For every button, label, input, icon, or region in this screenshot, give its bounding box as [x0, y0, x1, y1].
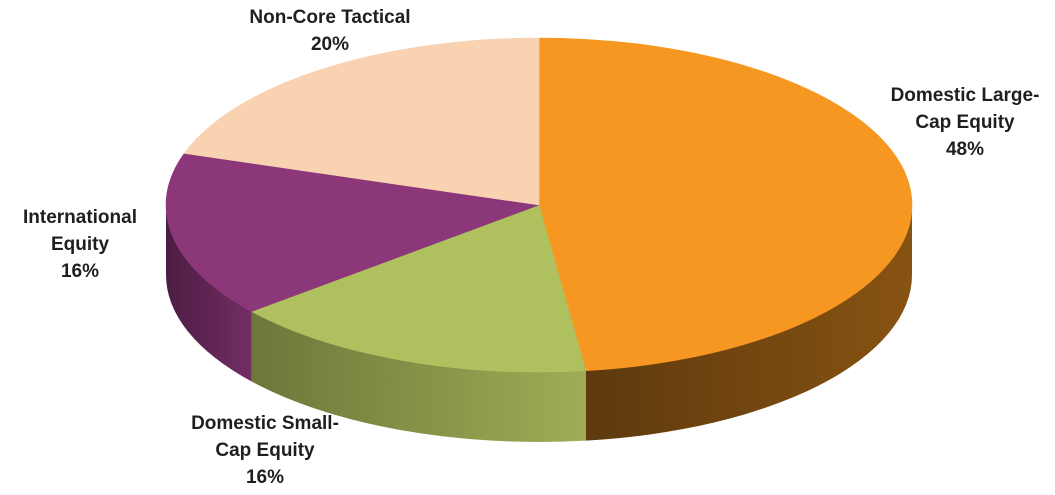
slice-name-line-1: Domestic Large- [890, 85, 1040, 106]
slice-label-domestic-small-cap: Domestic Small- Cap Equity 16% [145, 410, 385, 491]
pie-slice-domestic-small-cap-equity [250, 204, 587, 373]
pie-top [165, 37, 913, 373]
slice-value-label: 20% [310, 34, 350, 55]
slice-label-international-equity: International Equity 16% [0, 204, 160, 285]
slice-value-label: 16% [245, 467, 285, 488]
slice-label-non-core-tactical: Non-Core Tactical 20% [200, 4, 460, 58]
pie-slice-non-core-tactical [183, 37, 540, 206]
slice-name-line-2: Equity [50, 234, 110, 255]
slice-name-line-1: International [22, 207, 137, 228]
slice-name-line-1: Non-Core Tactical [249, 7, 411, 28]
pie-side-domestic-large-cap-equity [585, 205, 912, 441]
slice-name-line-2: Cap Equity [215, 440, 315, 461]
slice-label-domestic-large-cap: Domestic Large- Cap Equity 48% [860, 82, 1055, 163]
slice-name-line-1: Domestic Small- [191, 413, 339, 434]
pie-sides [166, 205, 912, 442]
slice-value-label: 48% [945, 139, 985, 160]
pie-side-international-equity [166, 205, 252, 382]
pie-slice-domestic-large-cap-equity [538, 37, 913, 371]
slice-value-label: 16% [60, 261, 100, 282]
pie-slice-international-equity [165, 153, 540, 312]
pie-side-domestic-small-cap-equity [251, 311, 586, 442]
slice-name-line-2: Cap Equity [915, 112, 1015, 133]
